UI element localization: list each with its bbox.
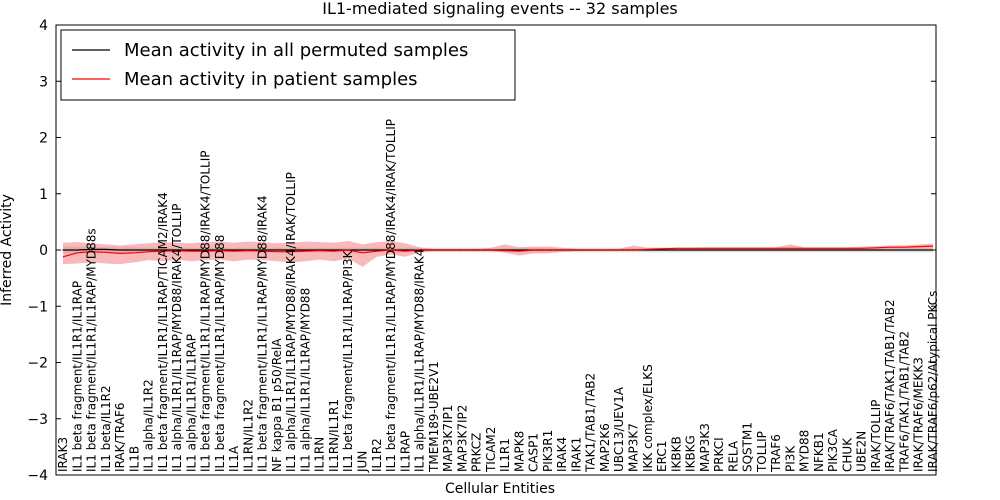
x-tick-label: JUN — [356, 451, 370, 473]
x-tick-label: UBE2N — [855, 431, 869, 472]
x-tick-label: IL1A — [227, 445, 241, 472]
x-tick-label: IRAK/TOLLIP — [869, 400, 883, 472]
x-tick-label: SQSTM1 — [741, 422, 755, 472]
x-tick-label: TOLLIP — [755, 431, 769, 473]
x-tick-label: IRAK/TRAF6 — [113, 402, 127, 471]
x-tick-label: IL1 beta fragment/IL1R1/IL1RAP — [70, 281, 84, 472]
y-axis: −4 −3 −2 −1 0 1 2 3 4 — [27, 18, 936, 484]
x-tick-label: MAP3K7 — [627, 423, 641, 472]
x-tick-label: IRAK1 — [569, 437, 583, 472]
x-tick-label: NFKB1 — [812, 432, 826, 472]
x-tick-label: IL1R1 — [498, 438, 512, 472]
x-tick-label: IL1 alpha/IL1R1/IL1RAP/MYD88/IRAK4/IRAK/… — [284, 172, 298, 472]
x-tick-labels: IRAK3 IL1 beta fragment/IL1R1/IL1RAP IL1 b… — [56, 119, 940, 473]
x-tick-label: IL1 alpha/IL1R1/IL1RAP/MYD88 — [299, 288, 313, 472]
x-tick-label: CHUK — [840, 437, 854, 472]
x-tick-label: IRAK/TRAF6/MEKK3 — [912, 357, 926, 472]
x-tick-label: TICAM2 — [484, 427, 498, 473]
x-tick-label: IL1 alpha/IL1R1/IL1RAP/MYD88/IRAK4 — [413, 249, 427, 472]
x-tick-label: TMEM189-UBE2V1 — [427, 361, 441, 473]
x-tick-label: IKBKG — [684, 435, 698, 472]
y-tick-label: 4 — [39, 18, 48, 34]
x-tick-label: IRAK3 — [56, 437, 70, 472]
x-tick-label: CASP1 — [527, 433, 541, 472]
x-tick-label: TRAF6 — [769, 434, 783, 473]
x-tick-label: IL1 beta fragment/IL1R1/IL1RAP/MYD88/IRA… — [384, 119, 398, 472]
x-tick-label: PIK3CA — [826, 428, 840, 472]
x-tick-label: IL1 beta fragment/IL1R1/IL1RAP/PI3K — [341, 249, 355, 472]
x-tick-label: IL1 alpha/IL1R2 — [142, 379, 156, 472]
x-tick-label: RELA — [726, 440, 740, 472]
x-tick-label: IL1 alpha/IL1R1/IL1RAP/MYD88/IRAK4/TOLLI… — [170, 204, 184, 472]
y-tick-label: 3 — [39, 74, 48, 90]
y-tick-label: −4 — [27, 468, 48, 484]
x-tick-label: IRAK4 — [555, 437, 569, 472]
x-tick-label: IL1 beta fragment/IL1R1/IL1RAP/MYD88/IRA… — [256, 196, 270, 473]
y-tick-label: −2 — [27, 356, 48, 372]
x-tick-label: MAP3K7IP2 — [455, 405, 469, 472]
x-tick-label: IL1 alpha/IL1R1/IL1RAP — [184, 334, 198, 472]
x-tick-label: IRAK/TRAF6/TAK1/TAB1/TAB2 — [883, 299, 897, 472]
patient-mean-line — [62, 245, 934, 258]
legend-label-patient: Mean activity in patient samples — [124, 69, 418, 90]
y-tick-label: 1 — [39, 187, 48, 203]
x-tick-label: IL1RN — [313, 437, 327, 472]
legend: Mean activity in all permuted samples Me… — [60, 29, 516, 101]
x-tick-label: IL1 beta fragment/IL1R1/IL1RAP/MYD88 — [213, 235, 227, 472]
x-tick-label: PI3K — [783, 445, 797, 472]
x-tick-label: IL1 beta fragment/IL1R1/IL1RAP/MYD88s — [85, 228, 99, 472]
x-tick-label: IKK complex/ELKS — [641, 364, 655, 472]
x-tick-label: TAK1/TAB1/TAB2 — [584, 373, 598, 473]
y-tick-label: −1 — [27, 299, 48, 315]
y-tick-label: −3 — [27, 412, 48, 428]
patient-band — [63, 241, 933, 267]
x-tick-label: UBC13/UEV1A — [612, 386, 626, 472]
x-tick-label: PRKCZ — [470, 433, 484, 472]
x-axis-label: Cellular Entities — [445, 481, 555, 497]
x-tick-label: IL1 beta fragment/IL1R1/IL1RAP/MYD88/IRA… — [199, 150, 213, 471]
lines-layer — [56, 245, 936, 258]
y-axis-label: Inferred Activity — [0, 194, 15, 306]
x-tick-label: IL1 beta/IL1R2 — [99, 385, 113, 472]
x-tick-label: IRAK/TRAF6/p62/Atypical PKCs — [926, 291, 940, 472]
x-tick-label: ERC1 — [655, 441, 669, 472]
legend-label-permuted: Mean activity in all permuted samples — [124, 40, 468, 61]
legend-box — [60, 29, 516, 101]
x-tick-label: IL1RAP — [398, 431, 412, 472]
y-tick-label: 0 — [39, 243, 48, 259]
x-tick-label: MAP2K6 — [598, 423, 612, 472]
x-tick-label: MAPK8 — [512, 431, 526, 472]
x-tick-label: PIK3R1 — [541, 430, 555, 472]
x-tick-label: IL1RN/IL1R1 — [327, 399, 341, 472]
y-tick-label: 2 — [39, 131, 48, 147]
chart-title: IL1-mediated signaling events -- 32 samp… — [322, 0, 678, 18]
x-tick-label: IL1B — [127, 446, 141, 472]
x-tick-label: MAP3K3 — [698, 423, 712, 472]
x-tick-label: PRKCI — [712, 437, 726, 472]
x-tick-label: MYD88 — [798, 430, 812, 472]
x-tick-label: IL1 beta fragment/IL1R1/IL1RAP/TICAM2/IR… — [156, 192, 170, 472]
x-tick-label: IL1RN/IL1R2 — [241, 399, 255, 472]
x-tick-label: NF kappa B1 p50/RelA — [270, 338, 284, 472]
x-tick-label: TRAF6/TAK1/TAB1/TAB2 — [898, 331, 912, 473]
x-tick-label: IL1R2 — [370, 438, 384, 472]
x-tick-label: IKBKB — [669, 436, 683, 472]
x-tick-label: MAP3K7IP1 — [441, 405, 455, 472]
